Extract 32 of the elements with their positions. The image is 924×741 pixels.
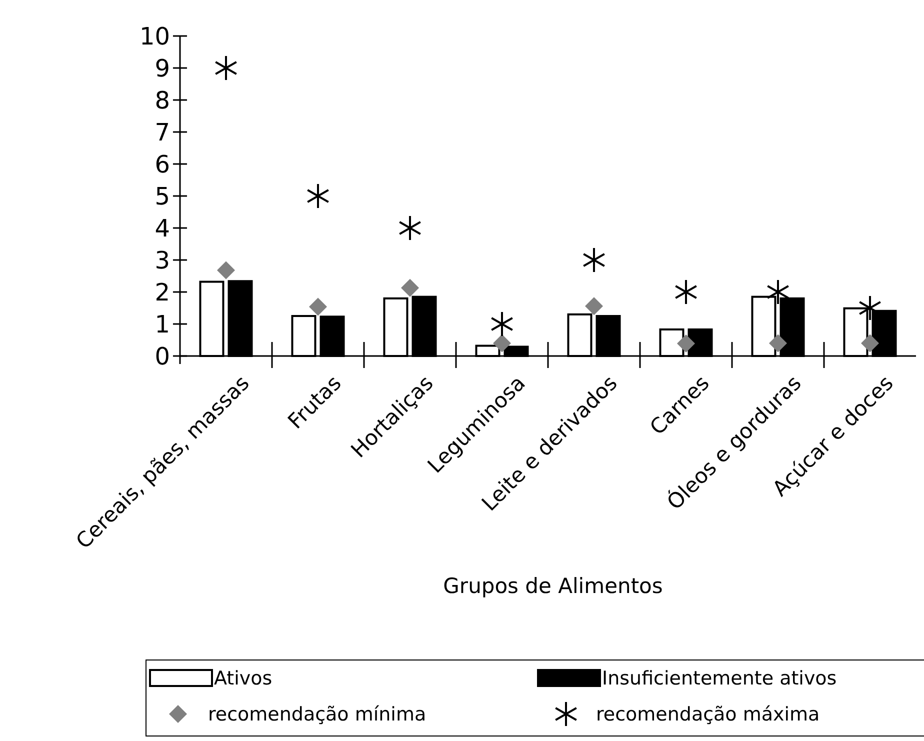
y-tick-label: 8: [154, 86, 170, 114]
point: [585, 297, 603, 316]
point: [677, 334, 695, 353]
point: [306, 183, 330, 209]
point: [861, 334, 879, 352]
legend-label: Ativos: [214, 668, 272, 690]
point: [214, 55, 238, 81]
y-tick-label: 7: [154, 118, 170, 146]
y-tick-label: 6: [154, 150, 170, 178]
point: [217, 261, 235, 280]
y-tick-label: 5: [154, 182, 170, 210]
legend-label: Insuficientemente ativos: [602, 668, 837, 690]
point: [674, 279, 698, 305]
point: [401, 278, 419, 297]
y-tick-label: 1: [154, 310, 170, 338]
point: [493, 334, 511, 352]
x-axis-title: Grupos de Alimentos: [443, 574, 663, 598]
point: [582, 247, 606, 273]
legend-label: recomendação mínima: [208, 704, 426, 726]
y-tick-label: 3: [154, 246, 170, 274]
point: [309, 298, 327, 316]
y-tick-label: 4: [154, 214, 170, 242]
legend-label: recomendação máxima: [596, 704, 820, 726]
y-tick-label: 9: [154, 54, 170, 82]
point: [490, 311, 514, 337]
y-tick-label: 10: [139, 22, 170, 50]
y-tick-label: 0: [154, 342, 170, 370]
point: [769, 334, 787, 352]
point: [766, 279, 790, 305]
y-tick-label: 2: [154, 278, 170, 306]
point: [858, 295, 882, 321]
point: [398, 215, 422, 241]
